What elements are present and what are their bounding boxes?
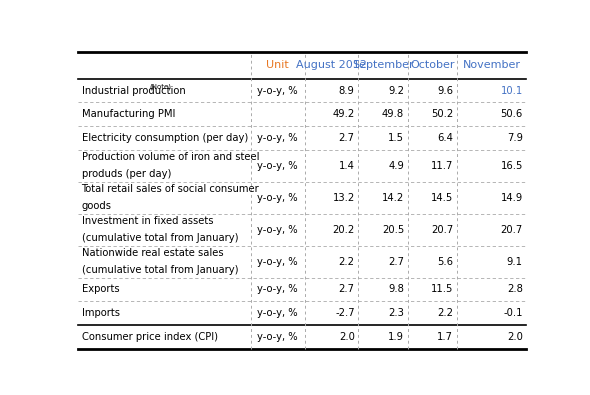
Text: 2.0: 2.0 <box>507 332 523 342</box>
Text: -2.7: -2.7 <box>335 308 355 318</box>
Text: Exports: Exports <box>81 284 119 294</box>
Text: October: October <box>410 60 454 70</box>
Text: y-o-y, %: y-o-y, % <box>257 86 298 96</box>
Text: Nationwide real estate sales: Nationwide real estate sales <box>81 248 223 258</box>
Text: 2.0: 2.0 <box>339 332 355 342</box>
Text: 2.2: 2.2 <box>437 308 453 318</box>
Text: 1.9: 1.9 <box>388 332 404 342</box>
Text: y-o-y, %: y-o-y, % <box>257 225 298 235</box>
Text: goods: goods <box>81 201 112 211</box>
Text: Imports: Imports <box>81 308 120 318</box>
Text: 1.4: 1.4 <box>339 161 355 171</box>
Text: 2.7: 2.7 <box>339 284 355 294</box>
Text: 2.7: 2.7 <box>339 133 355 143</box>
Text: 14.2: 14.2 <box>382 193 404 203</box>
Text: (cumulative total from January): (cumulative total from January) <box>81 233 238 243</box>
Text: y-o-y, %: y-o-y, % <box>257 161 298 171</box>
Text: 16.5: 16.5 <box>500 161 523 171</box>
Text: 9.1: 9.1 <box>507 256 523 267</box>
Text: y-o-y, %: y-o-y, % <box>257 308 298 318</box>
Text: Total retail sales of social consumer: Total retail sales of social consumer <box>81 184 259 194</box>
Text: 20.2: 20.2 <box>333 225 355 235</box>
Text: Consumer price index (CPI): Consumer price index (CPI) <box>81 332 218 342</box>
Text: (Note): (Note) <box>149 83 171 90</box>
Text: 9.6: 9.6 <box>437 86 453 96</box>
Text: 7.9: 7.9 <box>507 133 523 143</box>
Text: 20.7: 20.7 <box>431 225 453 235</box>
Text: y-o-y, %: y-o-y, % <box>257 133 298 143</box>
Text: 20.7: 20.7 <box>500 225 523 235</box>
Text: Manufacturing PMI: Manufacturing PMI <box>81 109 175 119</box>
Text: 50.2: 50.2 <box>431 109 453 119</box>
Text: 11.5: 11.5 <box>431 284 453 294</box>
Text: 2.2: 2.2 <box>339 256 355 267</box>
Text: 49.2: 49.2 <box>333 109 355 119</box>
Text: 4.9: 4.9 <box>388 161 404 171</box>
Text: 13.2: 13.2 <box>333 193 355 203</box>
Text: September: September <box>352 60 414 70</box>
Text: 1.7: 1.7 <box>437 332 453 342</box>
Text: Investment in fixed assets: Investment in fixed assets <box>81 216 213 226</box>
Text: produds (per day): produds (per day) <box>81 169 171 179</box>
Text: Electricity consumption (per day): Electricity consumption (per day) <box>81 133 248 143</box>
Text: y-o-y, %: y-o-y, % <box>257 256 298 267</box>
Text: August 2012: August 2012 <box>296 60 367 70</box>
Text: y-o-y, %: y-o-y, % <box>257 284 298 294</box>
Text: 2.7: 2.7 <box>388 256 404 267</box>
Text: 20.5: 20.5 <box>382 225 404 235</box>
Text: y-o-y, %: y-o-y, % <box>257 193 298 203</box>
Text: Production volume of iron and steel: Production volume of iron and steel <box>81 152 259 162</box>
Text: 14.9: 14.9 <box>500 193 523 203</box>
Text: 5.6: 5.6 <box>437 256 453 267</box>
Text: 2.3: 2.3 <box>388 308 404 318</box>
Text: 9.8: 9.8 <box>388 284 404 294</box>
Text: (cumulative total from January): (cumulative total from January) <box>81 265 238 275</box>
Text: 49.8: 49.8 <box>382 109 404 119</box>
Text: 8.9: 8.9 <box>339 86 355 96</box>
Text: Unit: Unit <box>266 60 289 70</box>
Text: November: November <box>463 60 521 70</box>
Text: 9.2: 9.2 <box>388 86 404 96</box>
Text: 50.6: 50.6 <box>500 109 523 119</box>
Text: 6.4: 6.4 <box>437 133 453 143</box>
Text: 14.5: 14.5 <box>431 193 453 203</box>
Text: y-o-y, %: y-o-y, % <box>257 332 298 342</box>
Text: -0.1: -0.1 <box>503 308 523 318</box>
Text: 2.8: 2.8 <box>507 284 523 294</box>
Text: 1.5: 1.5 <box>388 133 404 143</box>
Text: Industrial production: Industrial production <box>81 86 185 96</box>
Text: 11.7: 11.7 <box>431 161 453 171</box>
Text: 10.1: 10.1 <box>500 86 523 96</box>
